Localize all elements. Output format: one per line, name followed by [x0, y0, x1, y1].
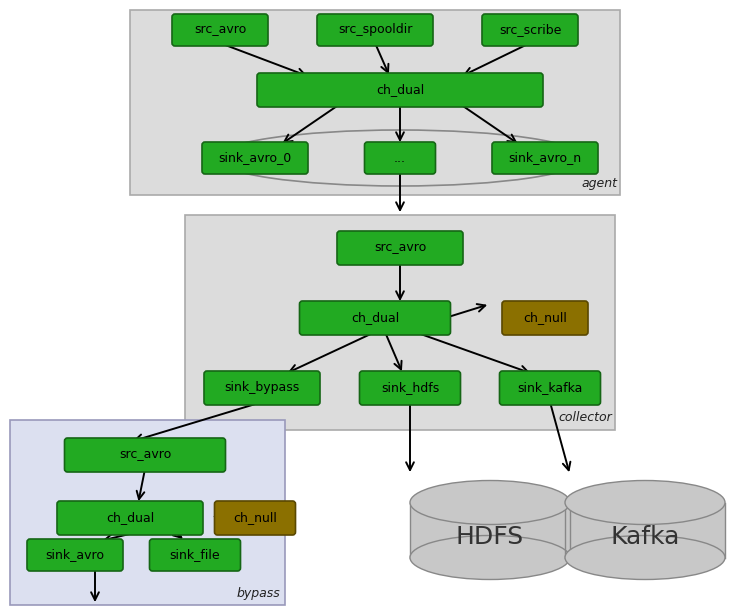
FancyBboxPatch shape [202, 142, 308, 174]
FancyBboxPatch shape [482, 14, 578, 46]
Text: ...: ... [394, 152, 406, 165]
Text: sink_file: sink_file [170, 548, 220, 561]
Text: src_avro: src_avro [374, 242, 426, 255]
Text: sink_avro_n: sink_avro_n [509, 152, 582, 165]
FancyBboxPatch shape [57, 501, 203, 535]
Text: sink_bypass: sink_bypass [224, 381, 300, 395]
FancyBboxPatch shape [337, 231, 463, 265]
Text: src_avro: src_avro [194, 23, 246, 37]
Text: ch_null: ch_null [233, 512, 277, 524]
FancyBboxPatch shape [172, 14, 268, 46]
Text: sink_hdfs: sink_hdfs [381, 381, 439, 395]
Text: src_avro: src_avro [119, 449, 171, 461]
Polygon shape [410, 502, 570, 558]
FancyBboxPatch shape [365, 142, 436, 174]
FancyBboxPatch shape [204, 371, 320, 405]
Text: agent: agent [581, 177, 617, 190]
Text: Kafka: Kafka [610, 524, 680, 548]
FancyBboxPatch shape [317, 14, 433, 46]
Text: sink_avro_0: sink_avro_0 [218, 152, 291, 165]
FancyBboxPatch shape [10, 420, 285, 605]
Text: ch_null: ch_null [523, 312, 567, 324]
FancyBboxPatch shape [492, 142, 598, 174]
FancyBboxPatch shape [214, 501, 296, 535]
Ellipse shape [565, 480, 725, 524]
Text: HDFS: HDFS [456, 524, 524, 548]
Text: bypass: bypass [236, 587, 280, 600]
FancyBboxPatch shape [185, 215, 615, 430]
Text: sink_kafka: sink_kafka [518, 381, 583, 395]
Ellipse shape [565, 536, 725, 580]
Text: ch_dual: ch_dual [376, 83, 424, 97]
Text: src_spooldir: src_spooldir [338, 23, 412, 37]
FancyBboxPatch shape [500, 371, 601, 405]
FancyBboxPatch shape [257, 73, 543, 107]
FancyBboxPatch shape [149, 539, 241, 571]
Text: ch_dual: ch_dual [351, 312, 399, 324]
Ellipse shape [410, 536, 570, 580]
Text: sink_avro: sink_avro [46, 548, 105, 561]
FancyBboxPatch shape [359, 371, 460, 405]
FancyBboxPatch shape [64, 438, 226, 472]
FancyBboxPatch shape [502, 301, 588, 335]
FancyBboxPatch shape [300, 301, 450, 335]
FancyBboxPatch shape [27, 539, 123, 571]
Text: ch_dual: ch_dual [106, 512, 154, 524]
Text: src_scribe: src_scribe [499, 23, 561, 37]
Text: collector: collector [558, 411, 612, 424]
Polygon shape [565, 502, 725, 558]
FancyBboxPatch shape [130, 10, 620, 195]
Ellipse shape [410, 480, 570, 524]
